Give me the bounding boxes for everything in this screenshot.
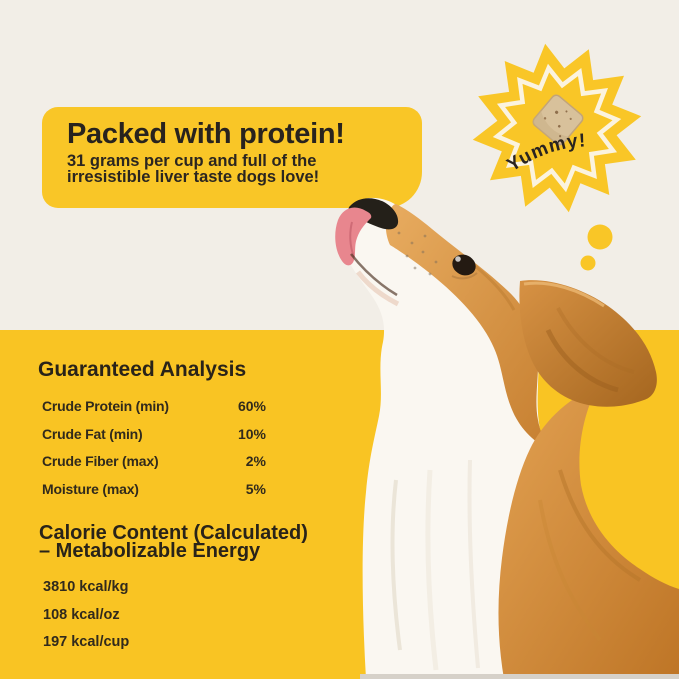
calorie-row: 197 kcal/cup bbox=[43, 634, 130, 650]
hero-headline: Packed with protein! bbox=[67, 118, 345, 150]
guaranteed-analysis-table: Crude Protein (min) 60% Crude Fat (min) … bbox=[42, 398, 266, 508]
dog-tongue-icon bbox=[335, 207, 372, 266]
analysis-row: Crude Protein (min) 60% bbox=[42, 398, 266, 414]
calorie-title-line1: Calorie Content (Calculated) bbox=[39, 522, 308, 544]
treat-cube-icon bbox=[532, 94, 584, 146]
analysis-row: Crude Fiber (max) 2% bbox=[42, 453, 266, 469]
analysis-value: 5% bbox=[245, 480, 266, 497]
analysis-label: Crude Fat (min) bbox=[42, 425, 143, 442]
analysis-value: 60% bbox=[237, 398, 266, 414]
hero-subheadline: 31 grams per cup and full of the irresis… bbox=[67, 152, 422, 186]
starburst-outer-icon bbox=[472, 43, 642, 213]
analysis-row: Moisture (max) 5% bbox=[42, 480, 266, 497]
fur-stroke bbox=[469, 260, 516, 311]
hero-subheadline-line2: irresistible liver taste dogs love! bbox=[67, 167, 320, 186]
mouth-line bbox=[350, 253, 398, 297]
yummy-label: Yummy! bbox=[503, 130, 586, 176]
calorie-title-line2: – Metabolizable Energy bbox=[39, 540, 261, 562]
starburst-inner-icon bbox=[492, 63, 622, 193]
calorie-row: 108 kcal/oz bbox=[43, 606, 120, 623]
whisker-dots bbox=[397, 231, 438, 276]
analysis-title: Guaranteed Analysis bbox=[38, 358, 247, 381]
analysis-row: Crude Fat (min) 10% bbox=[42, 425, 266, 442]
analysis-label: Moisture (max) bbox=[42, 480, 139, 497]
calorie-title: Calorie Content (Calculated) – Metaboliz… bbox=[39, 522, 308, 562]
analysis-value: 2% bbox=[245, 453, 266, 469]
analysis-label: Crude Protein (min) bbox=[42, 398, 169, 414]
calorie-row: 3810 kcal/kg bbox=[43, 579, 129, 595]
thought-dots-icon bbox=[580, 224, 613, 271]
tongue-line bbox=[349, 221, 355, 258]
analysis-label: Crude Fiber (max) bbox=[42, 453, 159, 469]
hero-subheadline-line1: 31 grams per cup and full of the bbox=[67, 152, 317, 170]
chin-shade bbox=[356, 270, 400, 307]
ear-rim-highlight bbox=[523, 281, 605, 308]
analysis-value: 10% bbox=[237, 425, 266, 442]
hero-card: Packed with protein! 31 grams per cup an… bbox=[42, 107, 422, 208]
calorie-table: 3810 kcal/kg 108 kcal/oz 197 kcal/cup bbox=[43, 579, 129, 662]
dog-eye-icon bbox=[451, 254, 478, 280]
